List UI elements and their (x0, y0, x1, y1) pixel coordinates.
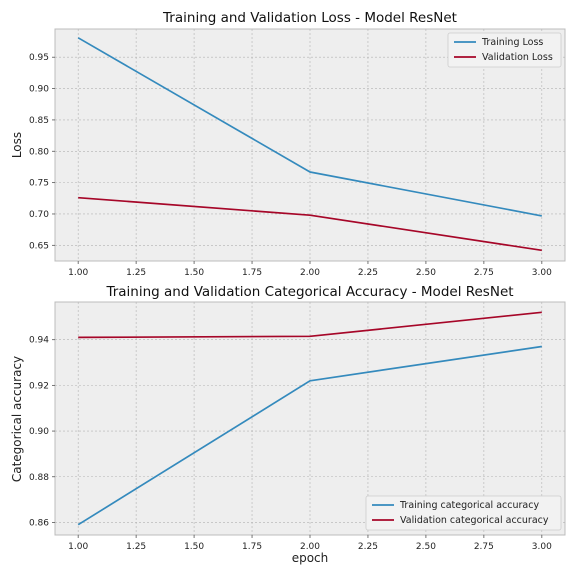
accuracy-x-tick-label: 1.75 (242, 542, 262, 552)
loss-y-ticks: 0.65 0.70 0.75 0.80 0.85 0.90 0.95 (29, 53, 55, 251)
loss-x-tick-label: 2.00 (300, 268, 320, 278)
loss-legend-label-validation: Validation Loss (482, 52, 553, 63)
accuracy-legend-label-validation: Validation categorical accuracy (400, 515, 549, 526)
accuracy-x-tick-label: 2.75 (474, 542, 494, 552)
accuracy-series-line-validation (78, 311, 542, 339)
accuracy-x-ticks: 1.00 1.25 1.50 1.75 2.00 2.25 2.50 2.75 3.00 (68, 535, 552, 552)
loss-series (77, 37, 542, 252)
accuracy-x-tick-label: 1.00 (68, 542, 88, 552)
accuracy-x-axis-label: epoch (292, 551, 329, 565)
accuracy-legend-label-training: Training categorical accuracy (399, 500, 539, 511)
loss-y-tick-label: 0.70 (29, 210, 49, 220)
loss-x-tick-label: 2.50 (416, 268, 436, 278)
accuracy-legend-box (365, 495, 562, 531)
accuracy-x-tick-label: 1.50 (184, 542, 204, 552)
loss-series-line-training (77, 37, 542, 217)
accuracy-y-ticks: 0.86 0.88 0.90 0.92 0.94 (29, 336, 55, 528)
loss-legend-box (447, 32, 562, 68)
accuracy-y-tick-label: 0.88 (29, 473, 49, 483)
accuracy-chart: 1.00 1.25 1.50 1.75 2.00 2.25 2.50 2.75 3.00 0.8… (10, 284, 566, 565)
accuracy-y-tick-label: 0.90 (29, 427, 49, 437)
loss-legend: Training Loss Validation Loss (447, 32, 562, 68)
accuracy-y-tick-label: 0.92 (29, 381, 49, 391)
loss-x-tick-label: 1.50 (184, 268, 204, 278)
loss-y-tick-label: 0.75 (29, 179, 49, 189)
loss-y-tick-label: 0.85 (29, 116, 49, 126)
loss-x-ticks: 1.00 1.25 1.50 1.75 2.00 2.25 2.50 2.75 3.00 (68, 261, 552, 278)
accuracy-x-tick-label: 2.25 (358, 542, 378, 552)
accuracy-series (77, 311, 542, 526)
loss-y-tick-label: 0.80 (29, 147, 49, 157)
loss-x-tick-label: 1.25 (126, 268, 146, 278)
accuracy-x-tick-label: 2.00 (300, 542, 320, 552)
loss-x-tick-label: 1.00 (68, 268, 88, 278)
loss-grid (55, 29, 565, 261)
loss-x-tick-label: 2.25 (358, 268, 378, 278)
loss-x-tick-label: 1.75 (242, 268, 262, 278)
loss-y-axis-label: Loss (10, 132, 24, 158)
loss-legend-label-training: Training Loss (481, 37, 543, 48)
accuracy-x-tick-label: 1.25 (126, 542, 146, 552)
loss-y-tick-label: 0.95 (29, 53, 49, 63)
accuracy-x-tick-label: 2.50 (416, 542, 436, 552)
accuracy-y-axis-label: Categorical accuracy (10, 356, 24, 482)
loss-x-tick-label: 2.75 (474, 268, 494, 278)
loss-y-tick-label: 0.90 (29, 85, 49, 95)
loss-x-tick-label: 3.00 (532, 268, 552, 278)
accuracy-y-tick-label: 0.94 (29, 336, 49, 346)
accuracy-legend: Training categorical accuracy Validation… (365, 495, 562, 531)
loss-chart: 1.00 1.25 1.50 1.75 2.00 2.25 2.50 2.75 3.00 0.6… (10, 10, 566, 278)
accuracy-series-line-training (77, 345, 542, 526)
loss-y-tick-label: 0.65 (29, 241, 49, 251)
loss-chart-title: Training and Validation Loss - Model Res… (162, 10, 457, 26)
loss-series-line-validation (78, 196, 542, 252)
accuracy-y-tick-label: 0.86 (29, 518, 49, 528)
accuracy-x-tick-label: 3.00 (532, 542, 552, 552)
accuracy-chart-title: Training and Validation Categorical Accu… (105, 284, 513, 300)
